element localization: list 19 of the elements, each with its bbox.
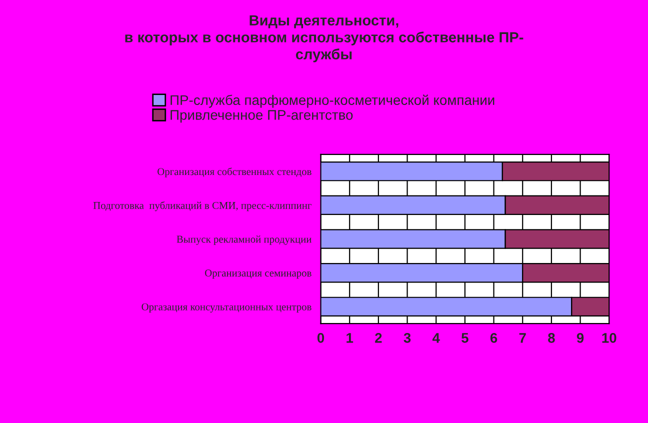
x-tick-label: 10 — [602, 332, 616, 343]
x-tick-label: 1 — [346, 333, 354, 343]
y-tick-label: Организация семинаров — [205, 270, 312, 279]
x-tick-label: 6 — [490, 332, 498, 343]
x-tick-label: 7 — [519, 333, 526, 343]
legend-label: ПР-служба парфюмерно-косметической компании — [170, 94, 494, 108]
y-tick-label: Выпуск рекламной продукции — [176, 235, 312, 245]
x-tick-label: 5 — [462, 333, 468, 343]
chart-title: Виды деятельности, в которых в основном используются собственные ПР- службы — [125, 15, 524, 62]
x-tick-label: 2 — [375, 332, 382, 343]
y-tick-label: Организация собственных стендов — [158, 168, 312, 178]
x-tick-label: 8 — [548, 332, 555, 343]
x-tick-label: 4 — [432, 333, 440, 343]
legend-label: Привлеченное ПР-агентство — [170, 110, 353, 123]
x-tick-label: 3 — [404, 332, 411, 343]
x-tick-label: 9 — [576, 332, 584, 343]
y-tick-label: Подготовка публикаций в СМИ, пресс-клиппинг — [93, 201, 312, 212]
x-tick-label: 0 — [317, 332, 324, 343]
y-tick-label: Оргазация консультационных центров — [142, 303, 312, 313]
